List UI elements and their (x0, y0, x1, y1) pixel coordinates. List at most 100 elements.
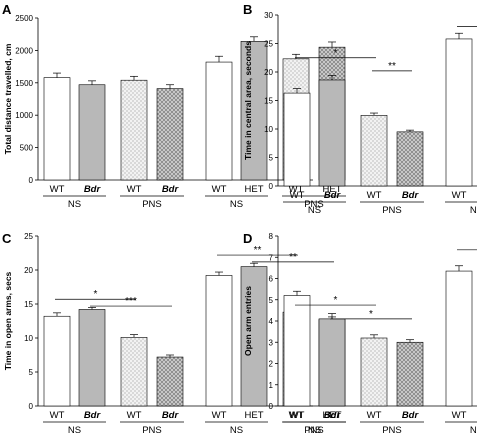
y-tick-label: 10 (24, 334, 33, 343)
y-tick-label: 2500 (15, 14, 33, 23)
x-tick-label: WT (367, 410, 382, 421)
y-tick-label: 0 (269, 402, 274, 411)
bar (78, 309, 106, 407)
group-label: PNS (304, 425, 324, 436)
x-tick-label: Bdr (84, 410, 102, 421)
y-tick-label: 0 (269, 182, 274, 191)
y-tick-label: 5 (269, 296, 274, 305)
bar (78, 84, 106, 181)
x-tick-label: WT (127, 184, 142, 195)
y-tick-label: 10 (264, 125, 273, 134)
group-label: NS (308, 425, 321, 436)
y-axis-label: Time in open arms, secs (3, 271, 13, 370)
group-label: PNS (142, 425, 162, 436)
y-tick-label: 7 (269, 253, 274, 262)
significance-label: * (334, 295, 338, 306)
x-tick-label: Bdr (402, 190, 420, 201)
group-label: NS (308, 205, 321, 216)
bar (445, 270, 473, 407)
x-tick-label: WT (212, 184, 227, 195)
x-tick-label: Bdr (324, 190, 342, 201)
x-tick-label: WT (289, 184, 304, 195)
y-tick-label: 5 (29, 368, 34, 377)
y-tick-label: 2 (269, 360, 274, 369)
bar (120, 337, 148, 407)
bar (120, 79, 148, 181)
bar (43, 77, 71, 181)
y-tick-label: 0 (29, 176, 34, 185)
bar (445, 38, 473, 187)
bar (205, 61, 233, 181)
significance-label: * (94, 289, 98, 300)
group-label: PNS (382, 425, 402, 436)
y-tick-label: 4 (269, 317, 274, 326)
y-axis-label: Total distance travelled, cm (3, 43, 13, 154)
panel-letter: D (243, 231, 252, 246)
x-tick-label: Bdr (324, 410, 342, 421)
bar (156, 356, 184, 407)
y-tick-label: 20 (264, 68, 273, 77)
bar (240, 41, 268, 181)
panel-letter: A (2, 2, 12, 17)
group-label: PNS (304, 199, 324, 210)
bar (156, 88, 184, 181)
bar (318, 318, 346, 407)
x-tick-label: HET (323, 184, 342, 195)
x-tick-label: WT (50, 410, 65, 421)
x-tick-label: WT (452, 410, 467, 421)
group-label: NS (470, 205, 477, 216)
x-tick-label: WT (290, 190, 305, 201)
x-tick-label: Bdr (84, 184, 102, 195)
y-tick-label: 1000 (15, 111, 33, 120)
y-tick-label: 15 (24, 300, 33, 309)
y-tick-label: 3 (269, 338, 274, 347)
y-tick-label: 2000 (15, 46, 33, 55)
y-axis-label: Time in central area, seconds (243, 41, 253, 160)
group-label: NS (68, 425, 81, 436)
y-axis-label: Open arm entries (243, 286, 253, 356)
x-tick-label: WT (212, 410, 227, 421)
x-tick-label: WT (367, 190, 382, 201)
x-tick-label: WT (452, 190, 467, 201)
y-tick-label: 25 (264, 40, 273, 49)
group-label: NS (68, 199, 81, 210)
y-tick-label: 1500 (15, 79, 33, 88)
x-tick-label: HET (323, 410, 342, 421)
x-tick-label: WT (127, 410, 142, 421)
significance-label: * (334, 48, 338, 59)
x-tick-label: Bdr (162, 184, 180, 195)
group-label: NS (470, 425, 477, 436)
panel-letter: C (2, 231, 12, 246)
y-tick-label: 30 (264, 11, 273, 20)
y-tick-label: 1 (269, 381, 274, 390)
x-tick-label: WT (290, 410, 305, 421)
group-label: PNS (382, 205, 402, 216)
group-label: NS (230, 199, 243, 210)
bar (283, 92, 311, 187)
bar (318, 79, 346, 187)
significance-label: ** (289, 252, 297, 263)
x-tick-label: Bdr (402, 410, 420, 421)
panel-b: B Time in central area, seconds 0 5 10 15 20 25… (243, 2, 477, 216)
group-label: PNS (142, 199, 162, 210)
y-tick-label: 25 (24, 232, 33, 241)
panel-letter: B (243, 2, 252, 17)
y-tick-label: 15 (264, 97, 273, 106)
significance-label: *** (125, 296, 137, 307)
significance-label: ** (388, 61, 396, 72)
group-label: NS (230, 425, 243, 436)
bar (396, 131, 424, 187)
bar (396, 341, 424, 407)
y-tick-label: 20 (24, 266, 33, 275)
significance-label: * (369, 309, 373, 320)
bar (43, 315, 71, 407)
x-tick-label: HET (245, 184, 264, 195)
y-tick-label: 500 (20, 144, 34, 153)
y-tick-label: 8 (269, 232, 274, 241)
x-tick-label: HET (245, 410, 264, 421)
bar (205, 275, 233, 407)
panel-d: D Open arm entries 0 1 2 3 4 5 6 7 8 WT Bdr WT Bdr WT HE… (243, 231, 477, 436)
y-tick-label: 5 (269, 154, 274, 163)
